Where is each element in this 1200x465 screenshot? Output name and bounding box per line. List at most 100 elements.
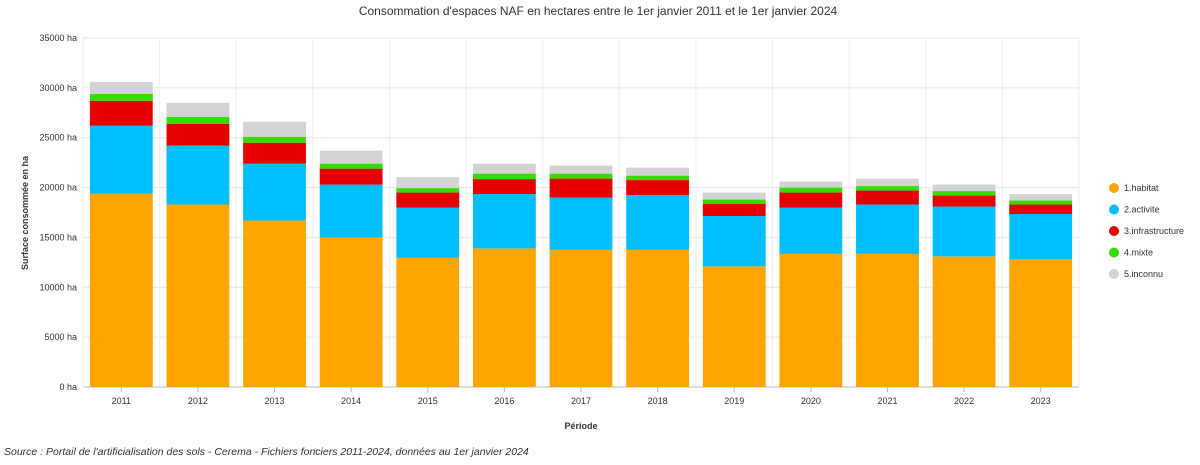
bar-2012-series-1 — [166, 204, 230, 387]
x-tick-label: 2019 — [724, 396, 744, 406]
legend-label: 5.inconnu — [1124, 269, 1163, 279]
bar-2018-series-3 — [626, 180, 690, 196]
bar-2012-series-3 — [166, 123, 230, 146]
y-tick-label: 25000 ha — [39, 133, 77, 143]
y-axis-ticks: 0 ha 5000 ha 10000 ha 15000 ha 20000 ha 25000… — [39, 33, 77, 392]
bar-2015-series-4 — [396, 188, 460, 193]
bar-2013-series-5 — [243, 121, 306, 137]
bar-2015-series-5 — [396, 177, 460, 189]
x-tick-label: 2011 — [112, 396, 131, 406]
bar-2012-series-2 — [166, 145, 230, 205]
legend-label: 1.habitat — [1124, 183, 1159, 193]
legend: 1.habitat 2.activite 3.infrastructure 4.mix… — [1109, 183, 1184, 279]
bar-2014-series-1 — [319, 237, 383, 387]
legend-label: 4.mixte — [1124, 248, 1153, 258]
bar-2014-series-4 — [319, 163, 383, 169]
legend-marker — [1109, 226, 1119, 236]
y-tick-label: 0 ha — [59, 382, 77, 392]
legend-marker — [1109, 204, 1119, 215]
bar-2019-series-4 — [702, 199, 766, 205]
bar-2020-series-2 — [779, 207, 843, 254]
bar-2016-series-3 — [472, 179, 536, 195]
bar-2012-series-4 — [166, 116, 230, 124]
bar-2023-series-5 — [1009, 194, 1073, 201]
x-tick-label: 2016 — [494, 396, 514, 406]
legend-marker — [1109, 247, 1119, 258]
bar-2013-series-2 — [243, 163, 306, 221]
bar-2021-series-2 — [856, 204, 919, 254]
bar-2021-series-5 — [856, 178, 919, 187]
legend-label: 2.activite — [1124, 205, 1160, 215]
bar-2017-series-1 — [549, 249, 613, 387]
legend-label: 3.infrastructure — [1124, 226, 1184, 236]
bar-2017-series-2 — [549, 197, 613, 250]
x-tick-label: 2018 — [648, 396, 668, 406]
bar-2022-series-2 — [932, 206, 996, 257]
bar-2022-series-1 — [932, 256, 996, 387]
source-note: Source : Portail de l'artificialisation … — [4, 446, 529, 458]
bar-2014-series-3 — [319, 168, 383, 185]
bar-2023-series-1 — [1009, 259, 1073, 387]
bar-2018-series-4 — [626, 175, 690, 181]
bar-2011-series-4 — [89, 93, 153, 101]
bar-2016-series-1 — [472, 248, 536, 387]
bar-2022-series-3 — [932, 195, 996, 207]
x-tick-label: 2013 — [265, 396, 285, 406]
bar-2011-series-3 — [89, 100, 153, 126]
bar-2011-series-2 — [89, 125, 153, 194]
bar-2019-series-1 — [702, 266, 766, 387]
y-tick-label: 35000 ha — [39, 33, 77, 43]
bar-2017-series-3 — [549, 178, 613, 198]
bar-2013-series-3 — [243, 142, 306, 164]
y-tick-label: 5000 ha — [44, 332, 77, 342]
x-tick-label: 2015 — [418, 396, 438, 406]
bar-2021-series-4 — [856, 186, 919, 191]
bar-2020-series-5 — [779, 181, 843, 188]
bar-2019-series-5 — [702, 192, 766, 200]
bar-2013-series-4 — [243, 136, 306, 143]
bars — [89, 81, 1073, 387]
bar-2019-series-2 — [702, 215, 766, 267]
bar-2017-series-5 — [549, 165, 613, 174]
bar-2020-series-1 — [779, 253, 843, 387]
bar-2021-series-3 — [856, 190, 919, 205]
bar-2018-series-5 — [626, 167, 690, 176]
x-tick-label: 2023 — [1031, 396, 1051, 406]
y-axis-label: Surface consommée en ha — [20, 155, 30, 270]
bar-2014-series-5 — [319, 150, 383, 164]
bar-2023-series-4 — [1009, 200, 1073, 205]
bar-2021-series-1 — [856, 253, 919, 387]
y-tick-label: 20000 ha — [39, 183, 77, 193]
bar-2018-series-2 — [626, 195, 690, 250]
bar-2022-series-4 — [932, 191, 996, 196]
x-tick-label: 2014 — [341, 396, 361, 406]
bar-2015-series-1 — [396, 257, 460, 387]
x-axis-label: Période — [564, 421, 597, 431]
bar-2013-series-1 — [243, 220, 306, 387]
bar-2011-series-1 — [89, 193, 153, 387]
legend-marker — [1109, 183, 1119, 193]
bar-2015-series-2 — [396, 207, 460, 258]
chart-title: Consommation d'espaces NAF en hectares e… — [359, 4, 838, 18]
x-tick-label: 2012 — [188, 396, 208, 406]
bar-2023-series-2 — [1009, 213, 1073, 260]
bar-2022-series-5 — [932, 184, 996, 192]
y-tick-label: 30000 ha — [39, 83, 77, 93]
bar-2016-series-2 — [472, 194, 536, 249]
x-tick-label: 2020 — [801, 396, 821, 406]
bar-2020-series-4 — [779, 187, 843, 193]
bar-2019-series-3 — [702, 204, 766, 216]
bar-2016-series-5 — [472, 163, 536, 174]
y-tick-label: 15000 ha — [39, 232, 77, 242]
legend-marker — [1109, 269, 1119, 279]
y-tick-label: 10000 ha — [39, 282, 77, 292]
bar-2014-series-2 — [319, 184, 383, 238]
bar-2017-series-4 — [549, 173, 613, 179]
bar-2023-series-3 — [1009, 204, 1073, 214]
x-tick-label: 2017 — [571, 396, 591, 406]
x-tick-label: 2021 — [877, 396, 897, 406]
bar-2011-series-5 — [89, 81, 153, 94]
bar-2015-series-3 — [396, 192, 460, 208]
x-axis-ticks: 2011 2012 2013 2014 2015 2016 2017 2018 2019 2020… — [112, 387, 1051, 406]
